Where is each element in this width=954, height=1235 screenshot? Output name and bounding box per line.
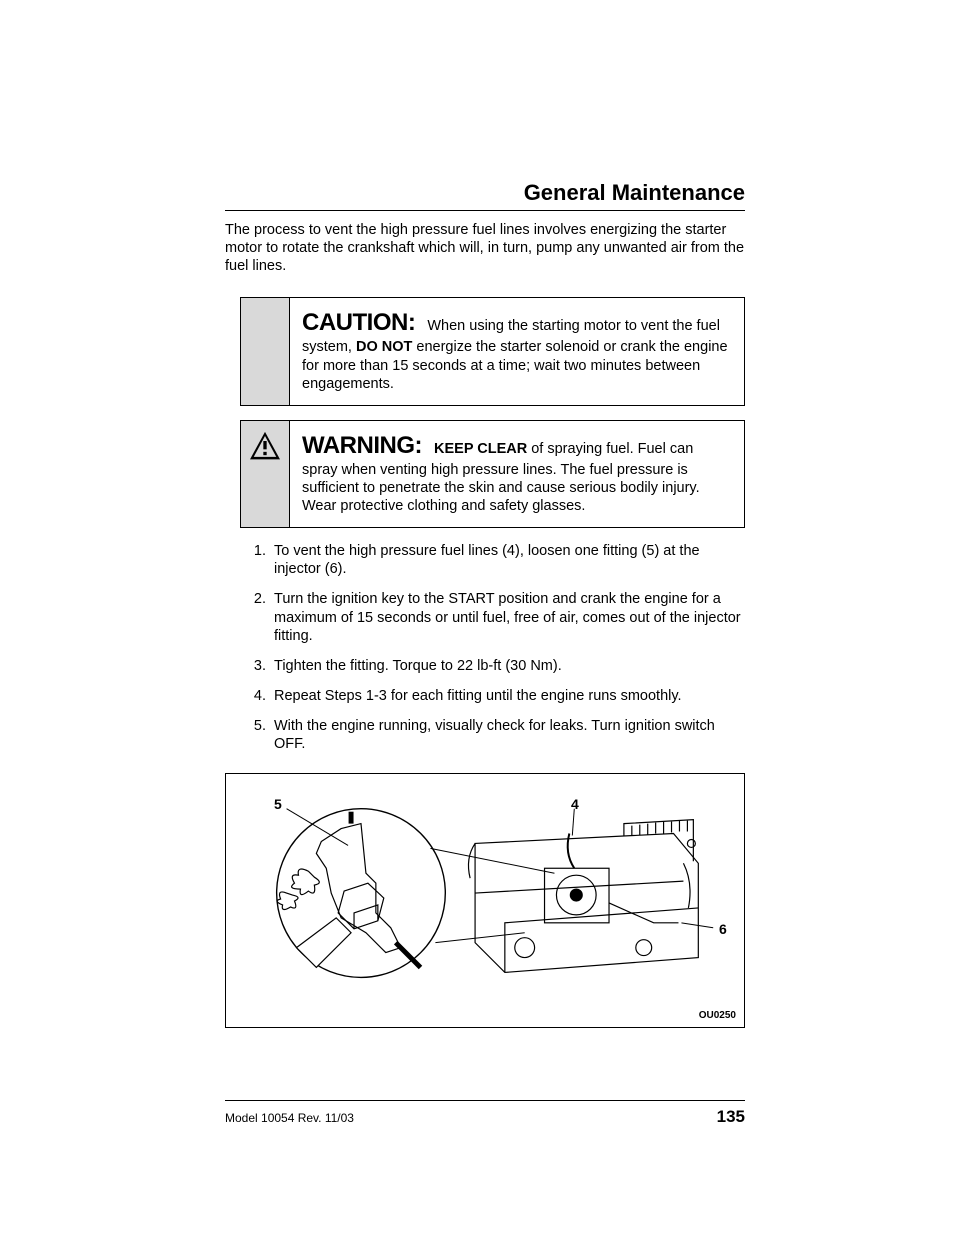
caution-label: CAUTION: xyxy=(302,309,415,336)
section-title: General Maintenance xyxy=(225,180,745,211)
intro-paragraph: The process to vent the high pressure fu… xyxy=(225,221,745,275)
warning-label: WARNING: xyxy=(302,432,422,459)
caution-text: CAUTION: When using the starting motor t… xyxy=(290,297,745,405)
warning-icon-box xyxy=(240,420,290,528)
caution-strong: DO NOT xyxy=(356,339,412,355)
step-item: Repeat Steps 1-3 for each fitting until … xyxy=(270,687,745,705)
footer-left: Model 10054 Rev. 11/03 xyxy=(225,1111,354,1125)
figure-label-4: 4 xyxy=(571,796,579,812)
step-item: Turn the ignition key to the START posit… xyxy=(270,590,745,644)
warning-lead: KEEP CLEAR xyxy=(434,441,527,457)
step-item: With the engine running, visually check … xyxy=(270,717,745,753)
warning-text: WARNING: KEEP CLEAR of spraying fuel. Fu… xyxy=(290,420,745,528)
steps-list: To vent the high pressure fuel lines (4)… xyxy=(270,542,745,753)
figure-diagram xyxy=(226,774,744,1027)
footer-page-number: 135 xyxy=(717,1107,745,1127)
figure-label-6: 6 xyxy=(719,921,727,937)
page-footer: Model 10054 Rev. 11/03 135 xyxy=(225,1100,745,1127)
figure: 5 4 6 OU0250 xyxy=(225,773,745,1028)
figure-label-5: 5 xyxy=(274,796,282,812)
caution-icon-box xyxy=(240,297,290,405)
warning-callout: WARNING: KEEP CLEAR of spraying fuel. Fu… xyxy=(240,420,745,528)
caution-callout: CAUTION: When using the starting motor t… xyxy=(240,297,745,405)
step-item: To vent the high pressure fuel lines (4)… xyxy=(270,542,745,578)
figure-code: OU0250 xyxy=(699,1010,736,1021)
warning-triangle-icon xyxy=(248,431,282,461)
step-item: Tighten the fitting. Torque to 22 lb-ft … xyxy=(270,657,745,675)
